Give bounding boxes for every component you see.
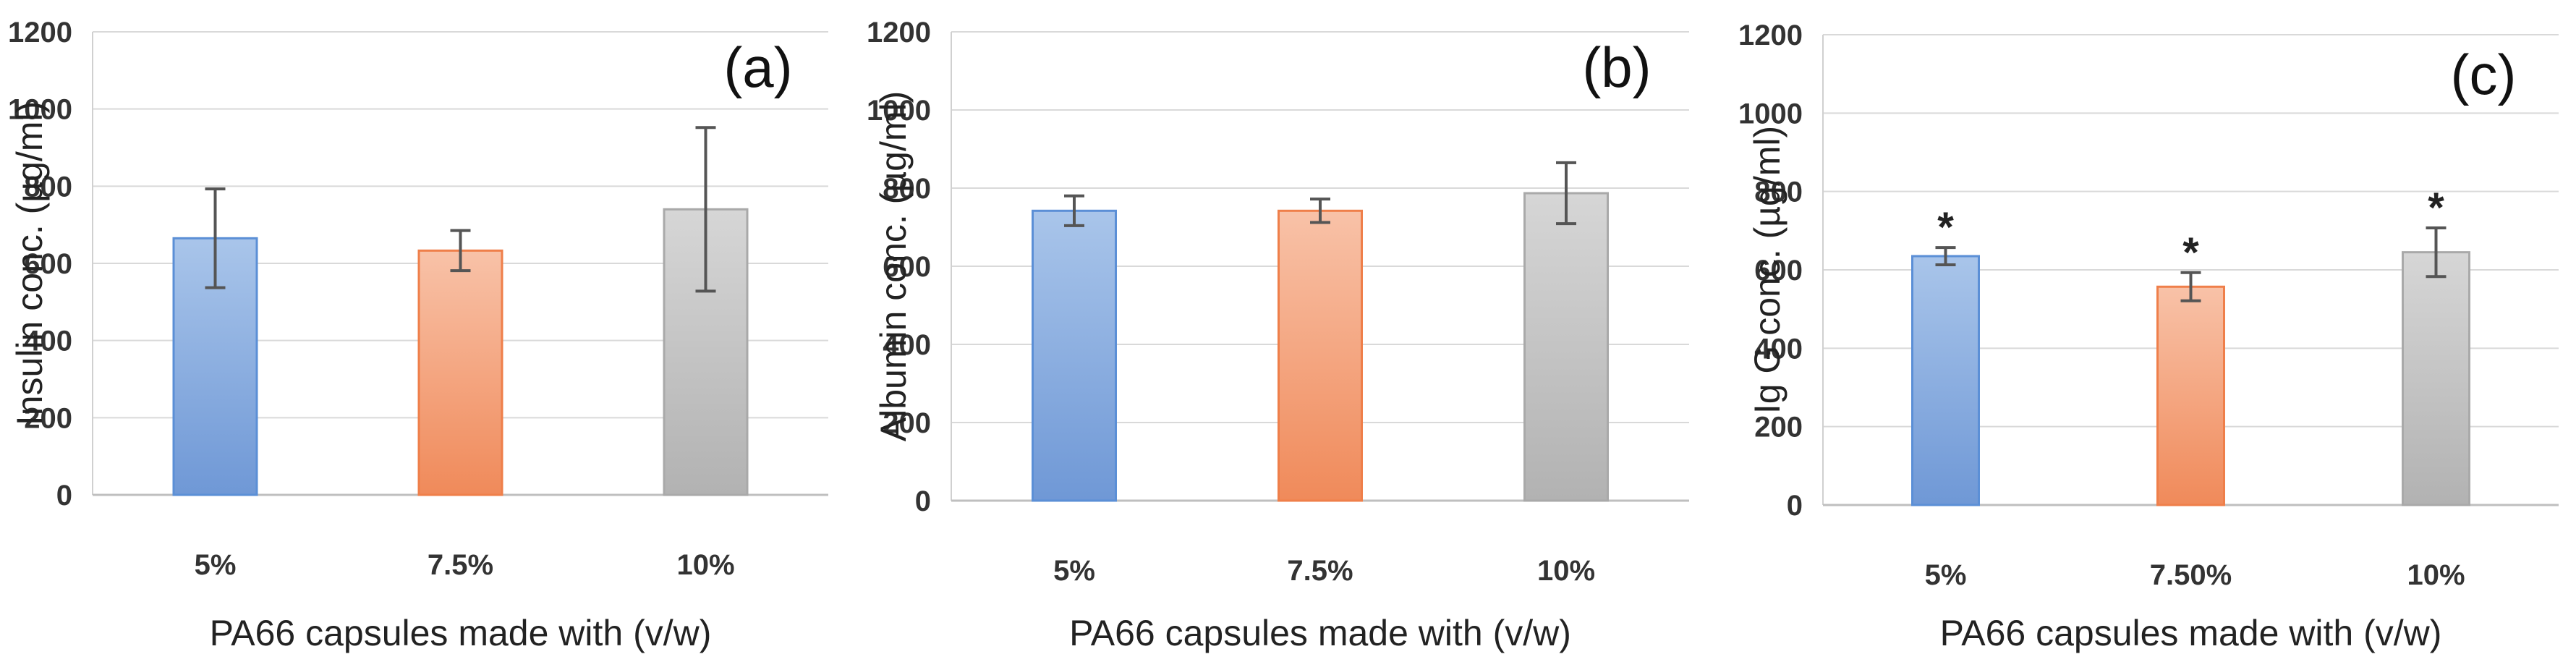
- error-bar-3: [2426, 226, 2447, 279]
- x-category-label: 5%: [1053, 555, 1095, 587]
- panel-label: (c): [2451, 43, 2517, 106]
- error-bar-2: [450, 229, 471, 273]
- y-tick-label: 800: [1754, 177, 1803, 208]
- y-tick-label: 200: [24, 402, 72, 434]
- y-tick-label: 600: [24, 248, 72, 280]
- x-category-label: 5%: [195, 549, 237, 581]
- error-bar-2: [1310, 198, 1330, 224]
- y-axis-title: Insulin conc. (µg/ml): [9, 101, 50, 425]
- x-category-label: 5%: [1925, 559, 1967, 591]
- y-tick-label: 1200: [1738, 20, 1803, 51]
- panel-label: (a): [723, 35, 792, 99]
- error-bar-1: [205, 187, 226, 289]
- y-tick-label: 400: [883, 329, 931, 361]
- x-axis-title: PA66 capsules made with (v/w): [1069, 613, 1571, 653]
- y-tick-label: 800: [24, 171, 72, 203]
- y-tick-label: 0: [56, 480, 72, 512]
- panel-label: (b): [1582, 35, 1651, 99]
- error-bar-2: [2180, 271, 2201, 302]
- chart-panel-a: 0 200 400 600 800 1000 1200 5% 7.5% 10% PA66 capsu…: [8, 17, 828, 653]
- y-tick-label: 1200: [8, 17, 72, 48]
- y-tick-label: 1000: [1738, 98, 1803, 130]
- chart-panel-b: 0 200 400 600 800 1000 1200 5% 7.5% 10% PA66 capsu…: [867, 17, 1689, 653]
- y-tick-label: 1000: [8, 94, 72, 126]
- x-category-label: 10%: [1537, 555, 1595, 587]
- y-tick-label: 0: [915, 485, 931, 517]
- y-tick-label: 200: [1754, 412, 1803, 444]
- significance-marker: *: [2182, 229, 2199, 276]
- x-category-label: 7.50%: [2150, 559, 2232, 591]
- bar-2: [1278, 209, 1363, 502]
- x-category-label: 10%: [2407, 559, 2465, 591]
- bar-3: [2402, 251, 2470, 506]
- bar-3: [1523, 192, 1609, 502]
- chart-panel-c: 0 200 400 600 800 1000 1200 * 5% * 7.50% * 10% PA66 c…: [1738, 20, 2559, 653]
- y-tick-label: 1200: [867, 17, 931, 48]
- error-bar-3: [1556, 161, 1576, 226]
- y-tick-label: 600: [883, 251, 931, 283]
- y-tick-label: 600: [1754, 255, 1803, 287]
- bar-2: [2156, 285, 2225, 506]
- error-bar-1: [1935, 246, 1956, 266]
- bar-1: [1911, 255, 1980, 506]
- significance-marker: *: [1937, 204, 1954, 251]
- y-tick-label: 1000: [867, 95, 931, 127]
- y-axis-title: Albumin conc. (µg/ml): [873, 91, 914, 442]
- y-axis-title: Ig G conc. (µg/ml): [1747, 126, 1788, 414]
- x-category-label: 7.5%: [1287, 555, 1353, 587]
- error-bar-1: [1064, 194, 1084, 227]
- x-axis-title: PA66 capsules made with (v/w): [210, 613, 712, 653]
- x-category-label: 10%: [676, 549, 734, 581]
- significance-marker: *: [2428, 184, 2444, 232]
- x-axis-title: PA66 capsules made with (v/w): [1940, 613, 2442, 653]
- bar-2: [417, 249, 503, 496]
- error-bar-3: [695, 126, 716, 293]
- y-tick-label: 0: [1787, 490, 1803, 522]
- y-tick-label: 400: [1754, 333, 1803, 365]
- x-category-label: 7.5%: [428, 549, 493, 581]
- y-tick-label: 200: [883, 407, 931, 439]
- y-tick-label: 800: [883, 173, 931, 205]
- y-tick-label: 400: [24, 326, 72, 357]
- bar-1: [1032, 209, 1117, 502]
